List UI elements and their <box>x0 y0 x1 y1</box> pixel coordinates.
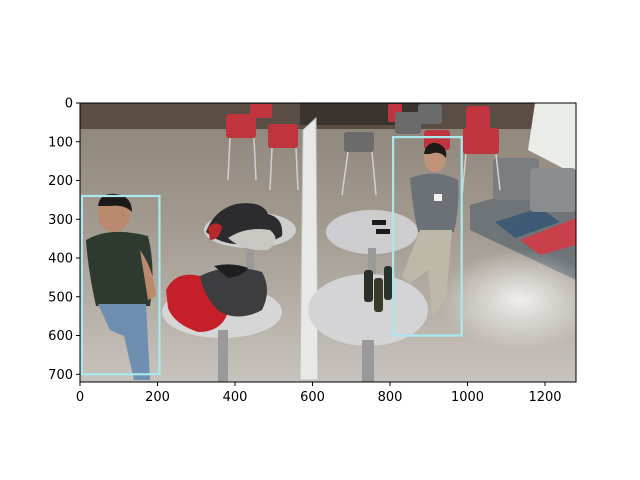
y-tick-label: 400 <box>48 252 73 267</box>
x-tick-label: 400 <box>223 390 248 405</box>
x-tick-label: 1200 <box>528 390 561 405</box>
x-tick-label: 600 <box>300 390 325 405</box>
detection-box-2 <box>392 136 463 337</box>
table <box>308 274 428 382</box>
person-left <box>86 193 156 380</box>
x-tick-label: 200 <box>145 390 170 405</box>
detection-boxes <box>80 136 463 376</box>
y-tick-label: 500 <box>48 290 73 305</box>
x-tick-label: 1000 <box>451 390 484 405</box>
plot-frame <box>79 102 577 383</box>
y-axis: 0 100 200 300 400 500 600 700 <box>48 97 80 383</box>
person-right <box>402 142 459 316</box>
x-tick-label: 0 <box>76 390 84 405</box>
y-tick-label: 300 <box>48 213 73 228</box>
y-tick-label: 700 <box>48 368 73 383</box>
scene-photo <box>80 103 576 382</box>
table <box>326 210 418 278</box>
x-tick-label: 800 <box>378 390 403 405</box>
detection-box-1 <box>80 194 161 376</box>
y-tick-label: 200 <box>48 174 73 189</box>
y-tick-label: 600 <box>48 329 73 344</box>
y-tick-label: 0 <box>65 97 73 112</box>
x-axis: 0 200 400 600 800 1000 1200 <box>76 382 562 405</box>
y-tick-label: 100 <box>48 135 73 150</box>
